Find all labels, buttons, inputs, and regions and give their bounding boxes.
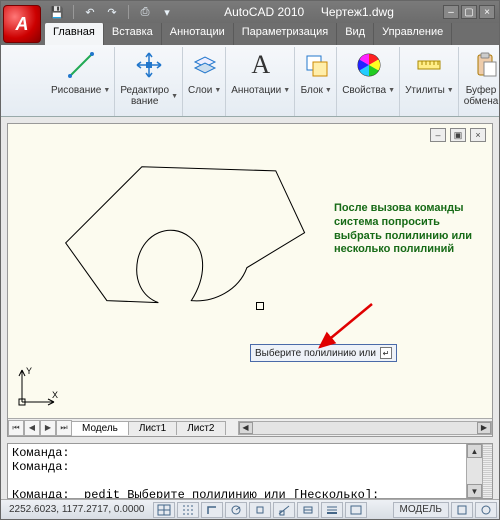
close-button[interactable]: ×: [479, 5, 495, 19]
coordinates-readout: 2252.6023, 1177.2717, 0.0000: [3, 504, 151, 515]
move-icon: [133, 49, 165, 81]
status-model-button[interactable]: МОДЕЛЬ: [393, 502, 449, 518]
nav-next-button[interactable]: ▶: [40, 420, 56, 436]
panel-label: Аннотации▼: [231, 85, 290, 96]
block-icon: [300, 49, 332, 81]
layout-tabs: ⏮ ◀ ▶ ⏭ Модель Лист1 Лист2 ◀ ▶: [8, 418, 492, 436]
window-title: AutoCAD 2010 Чертеж1.dwg: [179, 5, 439, 19]
maximize-button[interactable]: ▢: [461, 5, 477, 19]
layout-tab-model[interactable]: Модель: [71, 421, 129, 435]
command-text[interactable]: Команда: Команда: Команда: pedit Выберит…: [8, 444, 466, 498]
status-tpy-button[interactable]: [345, 502, 367, 518]
nav-prev-button[interactable]: ◀: [24, 420, 40, 436]
command-scrollbar[interactable]: ▲ ▼: [466, 444, 482, 498]
layout-tab-2[interactable]: Лист2: [176, 421, 225, 435]
app-window: 🗋 📂 💾 ↶ ↷ ⎙ ▾ AutoCAD 2010 Чертеж1.dwg –…: [0, 0, 500, 520]
text-a-icon: A: [245, 49, 277, 81]
polyline-shape: [66, 167, 305, 303]
nav-first-button[interactable]: ⏮: [8, 420, 24, 436]
status-snap-button[interactable]: [153, 502, 175, 518]
panel-block[interactable]: Блок▼: [296, 47, 337, 116]
colorwheel-icon: [353, 49, 385, 81]
ribbon: Рисование▼ Редактиро вание▼ Слои▼ A Анно…: [1, 45, 499, 117]
layers-icon: [189, 49, 221, 81]
h-scrollbar[interactable]: ◀ ▶: [238, 421, 493, 435]
panel-draw[interactable]: Рисование▼: [47, 47, 115, 116]
separator: [128, 5, 129, 19]
status-extra-2-button[interactable]: [475, 502, 497, 518]
scroll-up-button[interactable]: ▲: [467, 444, 482, 458]
instruction-annotation: После вызова команды система попросить в…: [334, 202, 474, 257]
status-bar: 2252.6023, 1177.2717, 0.0000 МОДЕЛЬ: [1, 499, 499, 519]
status-ortho-button[interactable]: [201, 502, 223, 518]
status-osnap-button[interactable]: [249, 502, 271, 518]
panel-label: Рисование▼: [51, 85, 110, 96]
scroll-left-button[interactable]: ◀: [239, 422, 253, 434]
vp-minimize-button[interactable]: –: [430, 128, 446, 142]
tab-parametric[interactable]: Параметризация: [234, 23, 337, 45]
tab-annotations[interactable]: Аннотации: [162, 23, 234, 45]
status-grid-button[interactable]: [177, 502, 199, 518]
command-line[interactable]: Команда: Команда: Команда: pedit Выберит…: [7, 443, 493, 499]
separator: [73, 5, 74, 19]
viewport-controls: – ▣ ×: [430, 128, 486, 142]
drawing-svg: [8, 124, 492, 436]
status-polar-button[interactable]: [225, 502, 247, 518]
ribbon-tabs: Главная Вставка Аннотации Параметризация…: [45, 23, 452, 45]
draw-line-icon: [65, 49, 97, 81]
scroll-right-button[interactable]: ▶: [477, 422, 491, 434]
vp-close-button[interactable]: ×: [470, 128, 486, 142]
panel-label: Блок▼: [301, 85, 332, 96]
panel-clipboard[interactable]: Буфер обмена▼: [460, 47, 500, 116]
print-icon[interactable]: ⎙: [137, 4, 153, 20]
panel-utilities[interactable]: Утилиты▼: [401, 47, 459, 116]
vp-maximize-button[interactable]: ▣: [450, 128, 466, 142]
status-lwt-button[interactable]: [321, 502, 343, 518]
app-name: AutoCAD 2010: [224, 5, 304, 19]
viewport-canvas[interactable]: Выберите полилинию или ↵ После вызова ко…: [8, 124, 492, 436]
panel-modify[interactable]: Редактиро вание▼: [116, 47, 183, 116]
drawing-area[interactable]: Выберите полилинию или ↵ После вызова ко…: [7, 123, 493, 437]
panel-label: Слои▼: [188, 85, 221, 96]
status-extra-1-button[interactable]: [451, 502, 473, 518]
status-otrack-button[interactable]: [273, 502, 295, 518]
qat-dropdown-icon[interactable]: ▾: [159, 4, 175, 20]
nav-last-button[interactable]: ⏭: [56, 420, 72, 436]
panel-label: Редактиро вание▼: [120, 85, 178, 107]
window-controls: – ▢ ×: [443, 5, 495, 19]
panel-properties[interactable]: Свойства▼: [338, 47, 400, 116]
measure-icon: [413, 49, 445, 81]
title-bar: 🗋 📂 💾 ↶ ↷ ⎙ ▾ AutoCAD 2010 Чертеж1.dwg –…: [1, 1, 499, 23]
ucs-icon: Y X: [14, 364, 60, 410]
layout-tab-1[interactable]: Лист1: [128, 421, 177, 435]
scroll-down-button[interactable]: ▼: [467, 484, 482, 498]
tab-home[interactable]: Главная: [45, 23, 104, 45]
panel-layers[interactable]: Слои▼: [184, 47, 226, 116]
minimize-button[interactable]: –: [443, 5, 459, 19]
undo-icon[interactable]: ↶: [82, 4, 98, 20]
status-dyn-button[interactable]: [297, 502, 319, 518]
layout-nav: ⏮ ◀ ▶ ⏭: [8, 420, 72, 436]
panel-label: Утилиты▼: [405, 85, 454, 96]
app-logo-icon[interactable]: A: [3, 5, 41, 43]
doc-name: Чертеж1.dwg: [321, 5, 394, 19]
ribbon-tabs-row: A Главная Вставка Аннотации Параметризац…: [1, 23, 499, 45]
command-grip-icon[interactable]: [482, 444, 492, 498]
pick-cursor-icon: [256, 302, 264, 310]
panel-annotation[interactable]: A Аннотации▼: [227, 47, 295, 116]
clipboard-icon: [469, 49, 500, 81]
svg-text:Y: Y: [26, 366, 32, 376]
panel-label: Свойства▼: [342, 85, 395, 96]
redo-icon[interactable]: ↷: [104, 4, 120, 20]
tab-insert[interactable]: Вставка: [104, 23, 162, 45]
annotation-arrow-icon: [312, 299, 382, 359]
tab-view[interactable]: Вид: [337, 23, 374, 45]
panel-label: Буфер обмена▼: [464, 85, 500, 107]
save-icon[interactable]: 💾: [49, 4, 65, 20]
svg-text:X: X: [52, 390, 58, 400]
tab-manage[interactable]: Управление: [374, 23, 452, 45]
